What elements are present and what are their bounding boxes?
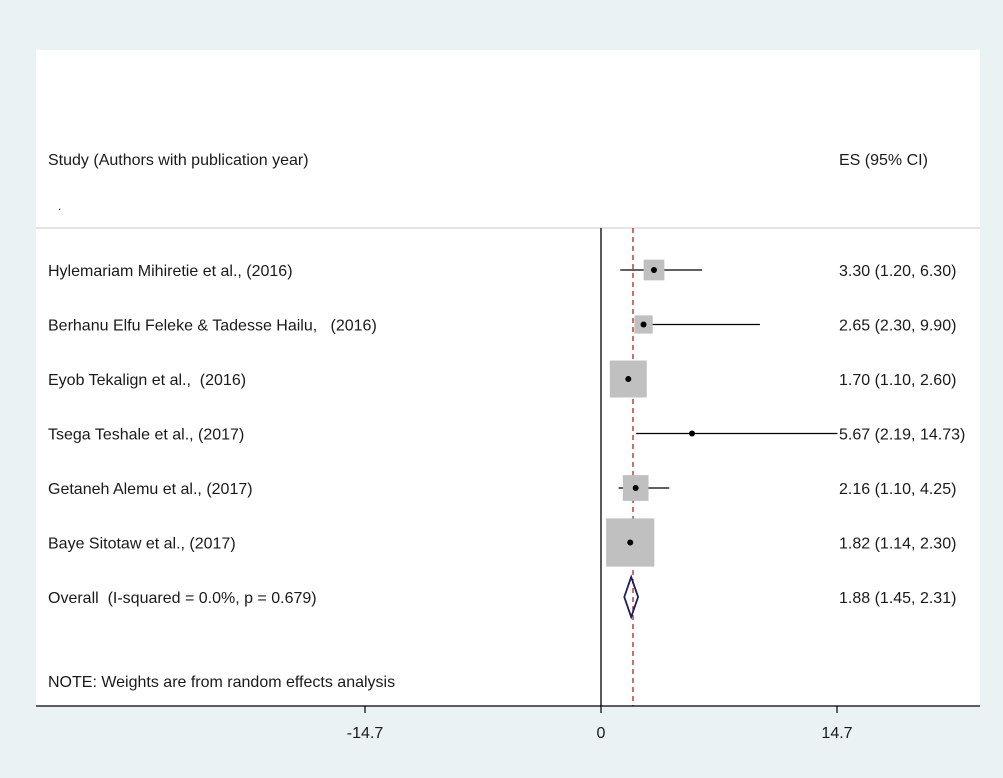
study-column-header: Study (Authors with publication year) — [48, 152, 309, 169]
es-column-header: ES (95% CI) — [839, 152, 928, 169]
point-estimate — [640, 321, 647, 328]
effect-size-label: 2.16 (1.10, 4.25) — [839, 481, 956, 498]
study-label: Tsega Teshale et al., (2017) — [48, 427, 244, 444]
effect-size-label: 2.65 (2.30, 9.90) — [839, 318, 956, 335]
effect-size-label: 1.82 (1.14, 2.30) — [839, 536, 956, 553]
overall-effect-size-label: 1.88 (1.45, 2.31) — [839, 590, 956, 607]
point-estimate — [632, 485, 639, 491]
point-estimate — [627, 539, 634, 546]
study-label: Getaneh Alemu et al., (2017) — [48, 481, 253, 498]
effect-size-label: 3.30 (1.20, 6.30) — [839, 263, 956, 280]
point-estimate — [625, 376, 632, 382]
effect-size-label: 5.67 (2.19, 14.73) — [839, 427, 965, 444]
note-text: NOTE: Weights are from random effects an… — [48, 674, 395, 691]
study-label: Hylemariam Mihiretie et al., (2016) — [48, 263, 293, 280]
study-label: Baye Sitotaw et al., (2017) — [48, 536, 236, 553]
effect-size-label: 1.70 (1.10, 2.60) — [839, 372, 956, 389]
point-estimate — [689, 430, 696, 437]
point-estimate — [650, 267, 657, 273]
plot-panel — [36, 50, 980, 706]
study-label: Berhanu Elfu Feleke & Tadesse Hailu, (20… — [48, 318, 377, 335]
header-dot: . — [58, 199, 61, 213]
x-tick-label: 14.7 — [821, 725, 852, 742]
overall-label: Overall (I-squared = 0.0%, p = 0.679) — [48, 590, 317, 607]
x-tick-label: -14.7 — [347, 725, 384, 742]
study-label: Eyob Tekalign et al., (2016) — [48, 372, 246, 389]
x-tick-label: 0 — [597, 725, 606, 742]
overall-diamond — [623, 574, 640, 620]
